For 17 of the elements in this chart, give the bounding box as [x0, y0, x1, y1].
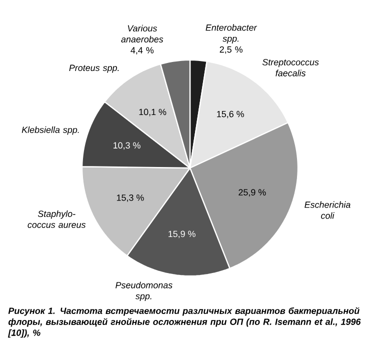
data-label: 2,5 % — [220, 46, 242, 54]
data-label: 4,4 % — [130, 47, 154, 54]
data-label: 25,9 % — [238, 189, 266, 197]
slice-label: Streptococcus faecalis — [262, 59, 319, 76]
slice-label: Escherichia coli — [304, 201, 350, 219]
data-label: 10,3 % — [114, 142, 140, 150]
text: Рисунок 1. Частота встречаемости различных вариантов бактериальной флоры, вызывающей гнойные осложнения при ОП (по R. Isemann et al., 1996 [10]), % — [8, 307, 361, 338]
slice-label: Pseudomonas spp. — [116, 282, 172, 302]
slice-label: Klebsiella spp. — [22, 126, 79, 135]
data-label: 15,3 % — [116, 194, 144, 202]
slice-label: Staphylo-coccus aureus — [28, 210, 86, 228]
slice-label: Proteus spp. — [69, 64, 119, 73]
data-label: 15,6 % — [217, 110, 244, 118]
data-label: 10,1 % — [139, 108, 166, 116]
slice-label: Various anaerobes — [121, 24, 164, 42]
slice-label: Enterobacter spp. — [206, 24, 258, 44]
data-label: 15,9 % — [168, 230, 196, 238]
